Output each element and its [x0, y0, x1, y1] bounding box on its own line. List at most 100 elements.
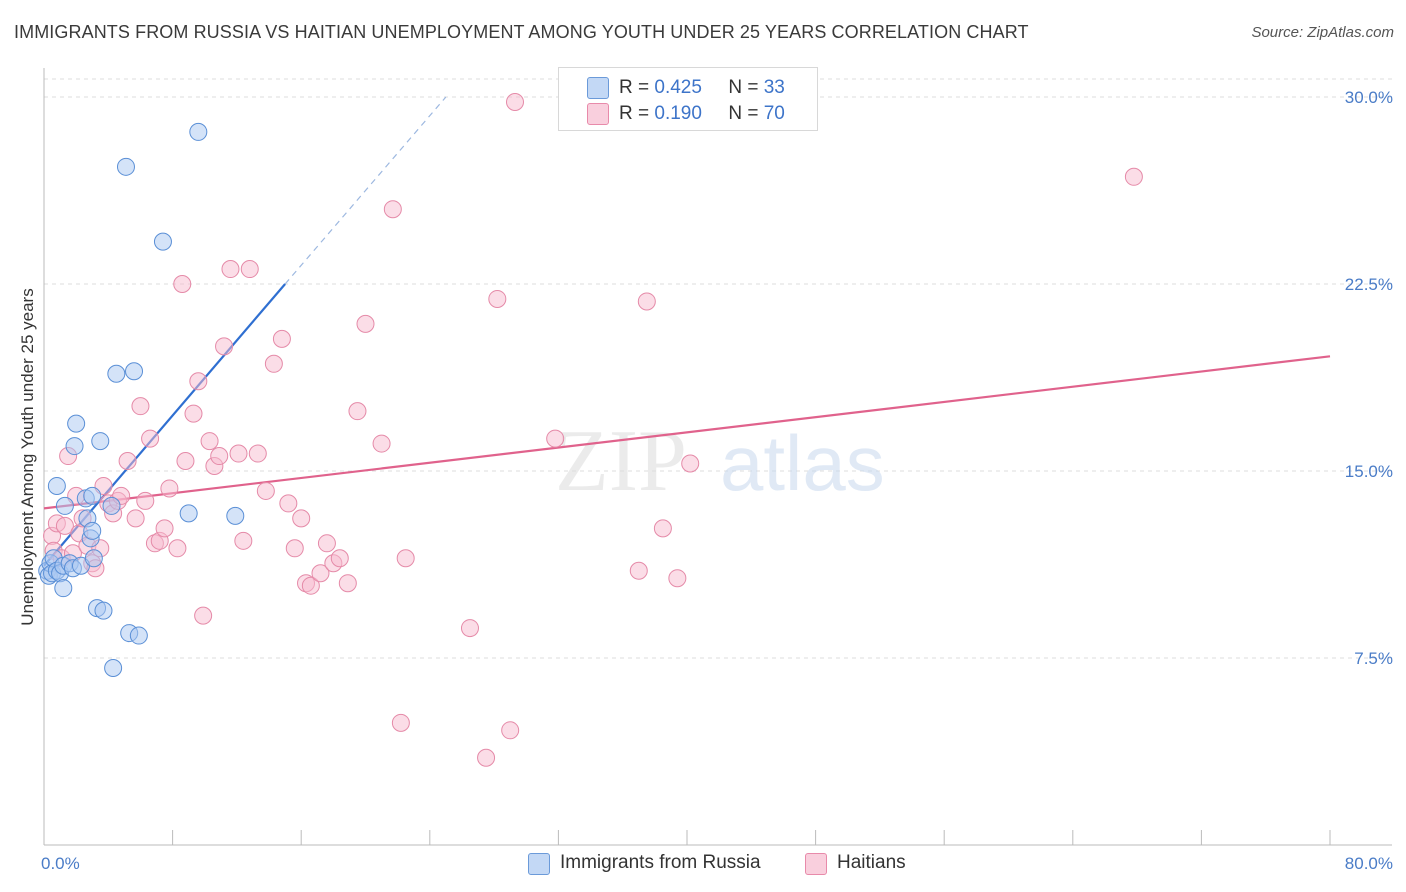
point-russia [153, 232, 172, 251]
legend-n-value: 70 [763, 103, 785, 124]
point-russia [104, 658, 123, 677]
chart-title: IMMIGRANTS FROM RUSSIA VS HAITIAN UNEMPL… [14, 22, 1029, 42]
tick-labels: 7.5% 15.0% 22.5% 30.0% 0.0% 80.0% [41, 88, 1393, 873]
legend-n-label: N = [728, 103, 759, 124]
y-tick-label: 15.0% [1345, 462, 1393, 481]
point-haitians [126, 509, 145, 528]
point-haitians [330, 549, 349, 568]
point-haitians [546, 429, 565, 448]
y-tick-label: 7.5% [1354, 649, 1393, 668]
legend-n-label: N = [728, 77, 759, 98]
point-haitians [272, 329, 291, 348]
point-haitians [279, 494, 298, 513]
axes [43, 68, 1392, 846]
point-russia [84, 549, 103, 568]
point-haitians [184, 404, 203, 423]
point-haitians [292, 509, 311, 528]
source-label: Source: ZipAtlas.com [1251, 24, 1394, 41]
point-haitians [285, 539, 304, 558]
point-haitians [256, 481, 275, 500]
point-russia [55, 496, 74, 515]
point-haitians [131, 397, 150, 416]
legend-swatch-russia [528, 853, 550, 875]
point-haitians [160, 479, 179, 498]
point-russia [67, 414, 86, 433]
legend-swatch-russia [587, 77, 609, 99]
y-axis-label: Unemployment Among Youth under 25 years [18, 288, 37, 625]
x-tick-label: 80.0% [1345, 854, 1393, 873]
trendline-russia-extension [284, 96, 447, 285]
point-haitians [221, 260, 240, 279]
trendline-haitians [43, 355, 1331, 510]
legend-r-value: 0.190 [654, 103, 702, 124]
point-russia [129, 626, 148, 645]
legend-stats: R = 0.425 N = 33 R = 0.190 N = 70 [558, 67, 818, 131]
watermark-atlas: atlas [720, 419, 885, 507]
point-russia [226, 506, 245, 525]
legend-r-label: R = [619, 103, 650, 124]
point-haitians [194, 606, 213, 625]
point-russia [83, 486, 102, 505]
legend-n-value: 33 [763, 77, 785, 98]
point-haitians [176, 452, 195, 471]
point-haitians [264, 354, 283, 373]
point-haitians [55, 516, 74, 535]
trend-lines [43, 96, 1331, 567]
point-haitians [477, 748, 496, 767]
point-haitians [215, 337, 234, 356]
point-haitians [391, 713, 410, 732]
point-haitians [189, 372, 208, 391]
point-haitians [653, 519, 672, 538]
legend-label-russia: Immigrants from Russia [560, 852, 761, 873]
point-haitians [248, 444, 267, 463]
legend-r-label: R = [619, 77, 650, 98]
point-haitians [505, 92, 524, 111]
point-haitians [338, 574, 357, 593]
data-points [38, 92, 1143, 767]
point-haitians [118, 452, 137, 471]
point-russia [47, 476, 66, 495]
point-russia [102, 496, 121, 515]
point-haitians [637, 292, 656, 311]
point-russia [116, 157, 135, 176]
point-haitians [383, 200, 402, 219]
point-haitians [501, 721, 520, 740]
point-haitians [629, 561, 648, 580]
point-russia [107, 364, 126, 383]
point-haitians [229, 444, 248, 463]
point-haitians [372, 434, 391, 453]
point-haitians [173, 275, 192, 293]
point-haitians [396, 549, 415, 568]
point-russia [94, 601, 113, 620]
point-russia [91, 432, 110, 451]
point-haitians [311, 564, 330, 583]
point-haitians [460, 619, 479, 638]
point-haitians [94, 476, 113, 495]
legend-label-haitians: Haitians [837, 852, 906, 873]
point-russia [54, 579, 73, 598]
point-haitians [210, 447, 229, 466]
point-haitians [234, 531, 253, 550]
point-haitians [168, 539, 187, 558]
point-haitians [240, 260, 259, 279]
point-haitians [136, 491, 155, 510]
point-russia [179, 504, 198, 523]
point-russia [125, 362, 144, 381]
point-haitians [317, 534, 336, 553]
legend-swatch-haitians [805, 853, 827, 875]
watermark-zip: ZIP [555, 413, 687, 510]
point-russia [83, 521, 102, 540]
grid-lines [44, 78, 1392, 659]
point-haitians [301, 576, 320, 595]
legend-series: Immigrants from Russia Haitians [0, 852, 1406, 878]
point-haitians [488, 289, 507, 308]
y-tick-label: 22.5% [1345, 275, 1393, 294]
point-haitians [1124, 167, 1143, 186]
watermark: ZIP atlas [555, 413, 885, 510]
point-haitians [668, 569, 687, 588]
point-haitians [356, 314, 375, 333]
y-tick-label: 30.0% [1345, 88, 1393, 107]
point-haitians [141, 429, 160, 448]
point-haitians [348, 402, 367, 421]
